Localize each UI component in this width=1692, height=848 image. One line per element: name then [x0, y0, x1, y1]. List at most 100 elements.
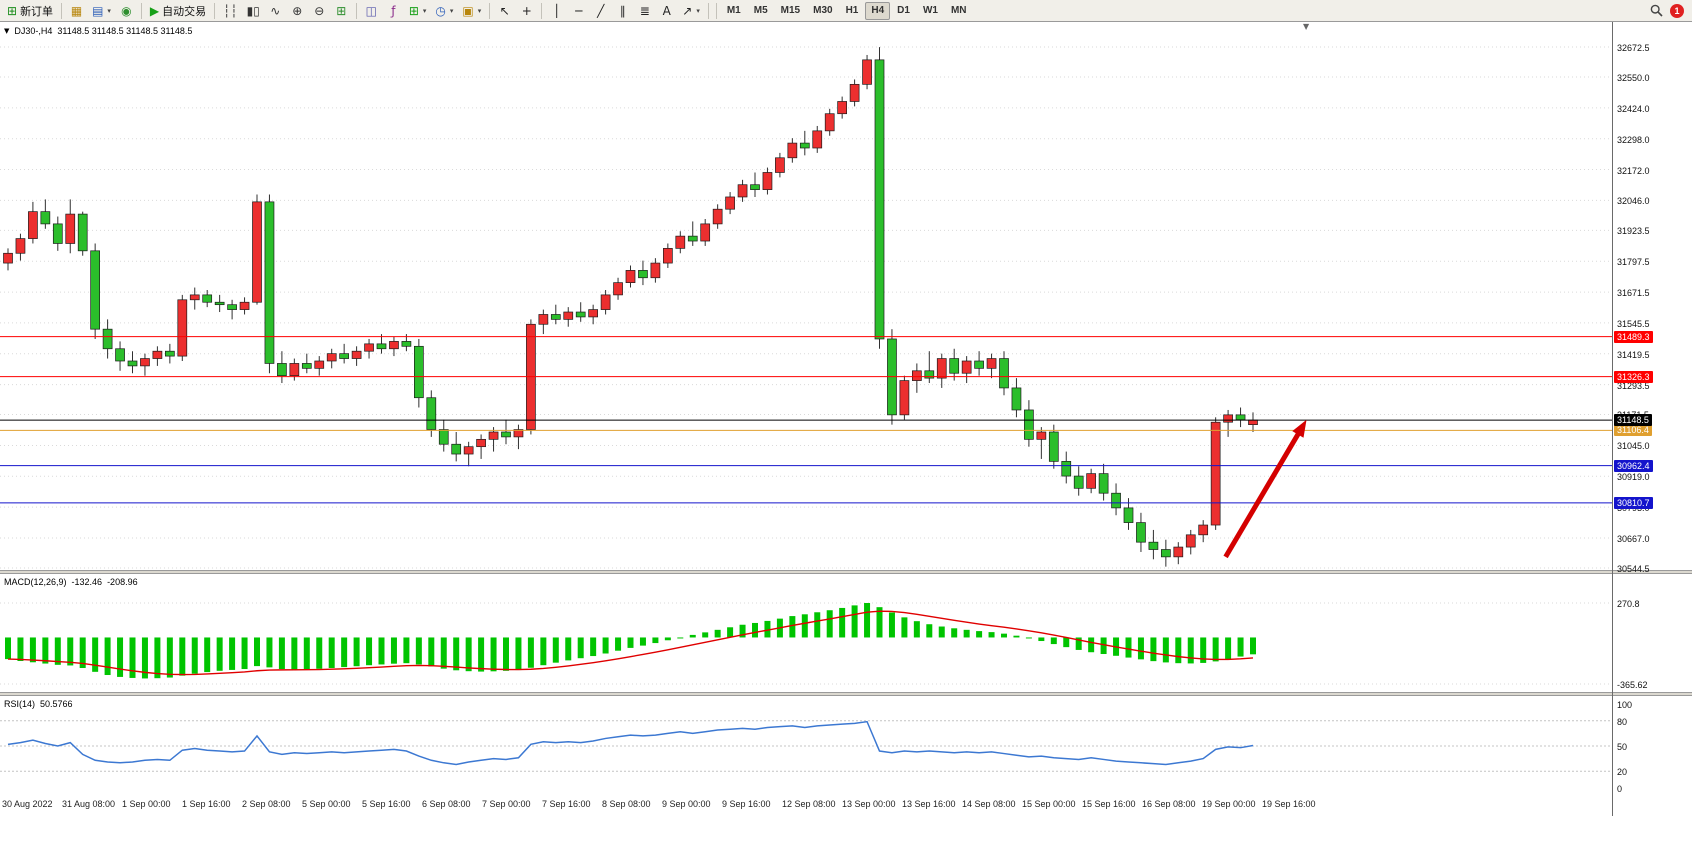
- macd-histogram-bar: [440, 637, 447, 669]
- price-axis-label: 30667.0: [1617, 534, 1650, 544]
- indicator-list-button[interactable]: ƒ: [383, 1, 404, 20]
- horizontal-line-button[interactable]: ─: [568, 1, 589, 20]
- candle: [90, 250, 101, 330]
- timeframe-mn-button[interactable]: MN: [950, 5, 967, 16]
- cursor-button[interactable]: ↖: [494, 1, 515, 20]
- macd-histogram-bar: [291, 637, 298, 670]
- add-indicator-icon: ⊞: [408, 3, 419, 18]
- candle: [812, 130, 823, 149]
- text-tool-button[interactable]: A: [656, 1, 677, 20]
- timeframe-w1-button[interactable]: W1: [922, 5, 938, 16]
- line-chart-mode-button[interactable]: ∿: [265, 1, 286, 20]
- timeframe-d1-button[interactable]: D1: [897, 5, 910, 16]
- macd-histogram-bar: [303, 637, 310, 670]
- symbol-dropdown-icon[interactable]: ▼: [4, 27, 10, 35]
- candle: [650, 262, 661, 279]
- timeframe-m30-button[interactable]: M30: [813, 5, 833, 16]
- fibonacci-button[interactable]: ≣: [634, 1, 655, 20]
- candle: [140, 358, 150, 367]
- candle: [662, 248, 673, 264]
- candle: [1123, 507, 1134, 523]
- auto-arrange-button[interactable]: ◫: [361, 1, 382, 20]
- zoom-out-button[interactable]: ⊖: [309, 1, 330, 20]
- templates-button[interactable]: ▣ ▾: [458, 1, 485, 20]
- crosshair-button[interactable]: +: [516, 1, 537, 20]
- candle: [77, 213, 88, 252]
- timeframe-m5-button[interactable]: M5: [753, 5, 768, 16]
- candle: [326, 353, 337, 362]
- timeframe-h1-button[interactable]: H1: [845, 5, 859, 16]
- candle: [675, 235, 686, 249]
- macd-label: MACD(12,26,9) -132.46 -208.96: [4, 577, 138, 587]
- macd-histogram-bar: [540, 637, 547, 666]
- panel-divider[interactable]: [0, 570, 1692, 574]
- macd-histogram-bar: [341, 637, 348, 668]
- new-chart-button[interactable]: ▦: [66, 1, 87, 20]
- template-icon: ▣: [462, 3, 474, 18]
- periods-button[interactable]: ◷ ▾: [431, 1, 457, 20]
- candle: [264, 201, 275, 364]
- clock-icon: ◷: [435, 3, 446, 18]
- macd-histogram-bar: [1200, 637, 1207, 663]
- rsi-axis-label: 0: [1617, 784, 1623, 794]
- zoom-in-button[interactable]: ⊕: [287, 1, 308, 20]
- price-axis-label: 32298.0: [1617, 134, 1650, 145]
- price-axis-label: 32672.5: [1617, 43, 1650, 53]
- time-axis-label: 13 Sep 00:00: [842, 799, 896, 809]
- rsi-panel[interactable]: [0, 696, 1612, 792]
- macd-histogram-bar: [415, 637, 422, 665]
- macd-histogram-bar: [888, 612, 895, 638]
- candle: [15, 238, 26, 254]
- price-tag-31148.5: 31148.5: [1614, 414, 1652, 427]
- candle: [389, 341, 399, 350]
- time-axis: 30 Aug 2022 31 Aug 08:00 1 Sep 00:00 1 Sep …: [0, 792, 1612, 816]
- candle: [1073, 475, 1084, 489]
- timeframe-m1-button[interactable]: M1: [726, 5, 741, 16]
- vertical-line-button[interactable]: │: [546, 1, 567, 20]
- timeframe-h4-button[interactable]: H4: [865, 1, 891, 20]
- candle-chart-mode-button[interactable]: ▮▯: [243, 1, 264, 20]
- macd-histogram-bar: [615, 637, 622, 651]
- new-order-button[interactable]: ⊞ 新订单: [3, 1, 57, 20]
- candle: [1098, 473, 1109, 494]
- bar-chart-mode-button[interactable]: ┆┆: [219, 1, 241, 20]
- price-axis-label: 32550.0: [1617, 72, 1650, 83]
- macd-histogram-bar: [179, 637, 186, 676]
- auto-trading-button[interactable]: ▶ 自动交易: [146, 1, 210, 20]
- candle: [314, 360, 325, 369]
- candle: [799, 142, 810, 149]
- candle: [426, 397, 437, 430]
- timeframe-m15-button[interactable]: M15: [780, 5, 801, 16]
- macd-panel[interactable]: [0, 574, 1612, 692]
- price-tag-30962.4: 30962.4: [1614, 459, 1653, 472]
- candle: [638, 270, 648, 279]
- search-icon[interactable]: [1650, 4, 1663, 17]
- time-axis-label: 5 Sep 00:00: [302, 799, 351, 809]
- profiles-button[interactable]: ▤ ▾: [88, 1, 115, 20]
- macd-histogram-bar: [652, 637, 659, 644]
- candle: [687, 235, 698, 242]
- notification-badge[interactable]: 1: [1670, 3, 1684, 18]
- macd-histogram-bar: [79, 637, 86, 669]
- trend-arrow-annotation[interactable]: [1223, 428, 1303, 559]
- rsi-line: [7, 720, 1254, 766]
- line-chart-icon: ∿: [270, 3, 281, 18]
- time-axis-label: 9 Sep 00:00: [662, 799, 711, 809]
- price-axis-label: 31419.5: [1617, 349, 1650, 360]
- panel-divider[interactable]: [0, 692, 1692, 696]
- crosshair-icon: +: [521, 3, 532, 18]
- price-chart[interactable]: [0, 22, 1612, 570]
- macd-histogram-bar: [938, 626, 945, 638]
- add-indicator-button[interactable]: ⊞ ▾: [405, 1, 431, 20]
- trendline-button[interactable]: ╱: [590, 1, 611, 20]
- tile-windows-button[interactable]: ⊞: [331, 1, 352, 20]
- time-axis-label: 1 Sep 16:00: [182, 799, 231, 809]
- macd-histogram-bar: [1225, 637, 1232, 660]
- candle: [1198, 524, 1209, 536]
- arrows-tool-button[interactable]: ↗ ▾: [678, 1, 704, 20]
- refresh-button[interactable]: ◉: [116, 1, 137, 20]
- macd-histogram-bar: [191, 637, 198, 674]
- channel-button[interactable]: ∥: [612, 1, 633, 20]
- candle: [1173, 546, 1184, 558]
- arrow-icon: ↗: [682, 3, 693, 18]
